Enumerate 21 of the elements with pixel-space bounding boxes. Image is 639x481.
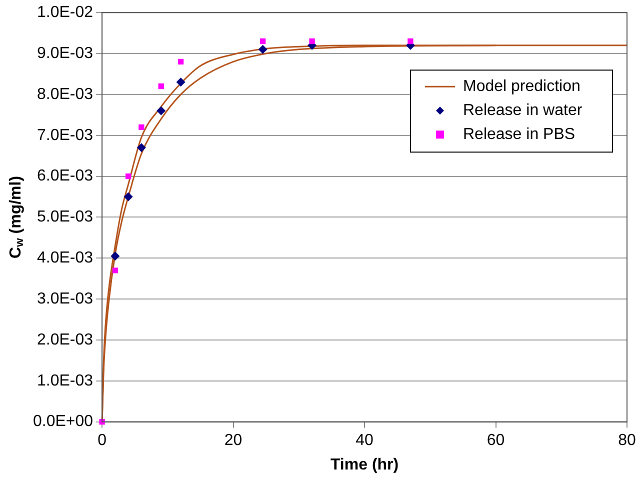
- y-tick-label: 8.0E-03: [37, 86, 94, 103]
- legend-label: Release in PBS: [463, 126, 576, 144]
- x-tick-label: 0: [98, 432, 107, 449]
- y-tick-label: 3.0E-03: [37, 290, 94, 308]
- x-tick-label: 80: [618, 432, 636, 449]
- legend-label: Model prediction: [463, 78, 580, 96]
- y-tick-label: 4.0E-03: [37, 250, 94, 267]
- y-tick-label: 1.0E-02: [37, 4, 94, 22]
- x-tick-label: 40: [356, 432, 374, 449]
- y-tick-label: 0.0E+00: [32, 413, 94, 430]
- y-tick-label: 5.0E-03: [37, 208, 94, 226]
- y-tick-label: 1.0E-03: [37, 372, 94, 390]
- x-tick-label: 20: [224, 432, 242, 449]
- legend-label: Release in water: [463, 102, 583, 120]
- y-tick-label: 2.0E-03: [37, 331, 94, 348]
- y-tick-label: 6.0E-03: [37, 168, 94, 185]
- y-tick-label: 9.0E-03: [37, 44, 94, 62]
- x-tick-label: 60: [486, 432, 505, 449]
- y-tick-label: 7.0E-03: [37, 126, 94, 144]
- y-axis-title: Cw (mg/ml): [7, 176, 26, 258]
- x-axis-title: Time (hr): [330, 456, 399, 474]
